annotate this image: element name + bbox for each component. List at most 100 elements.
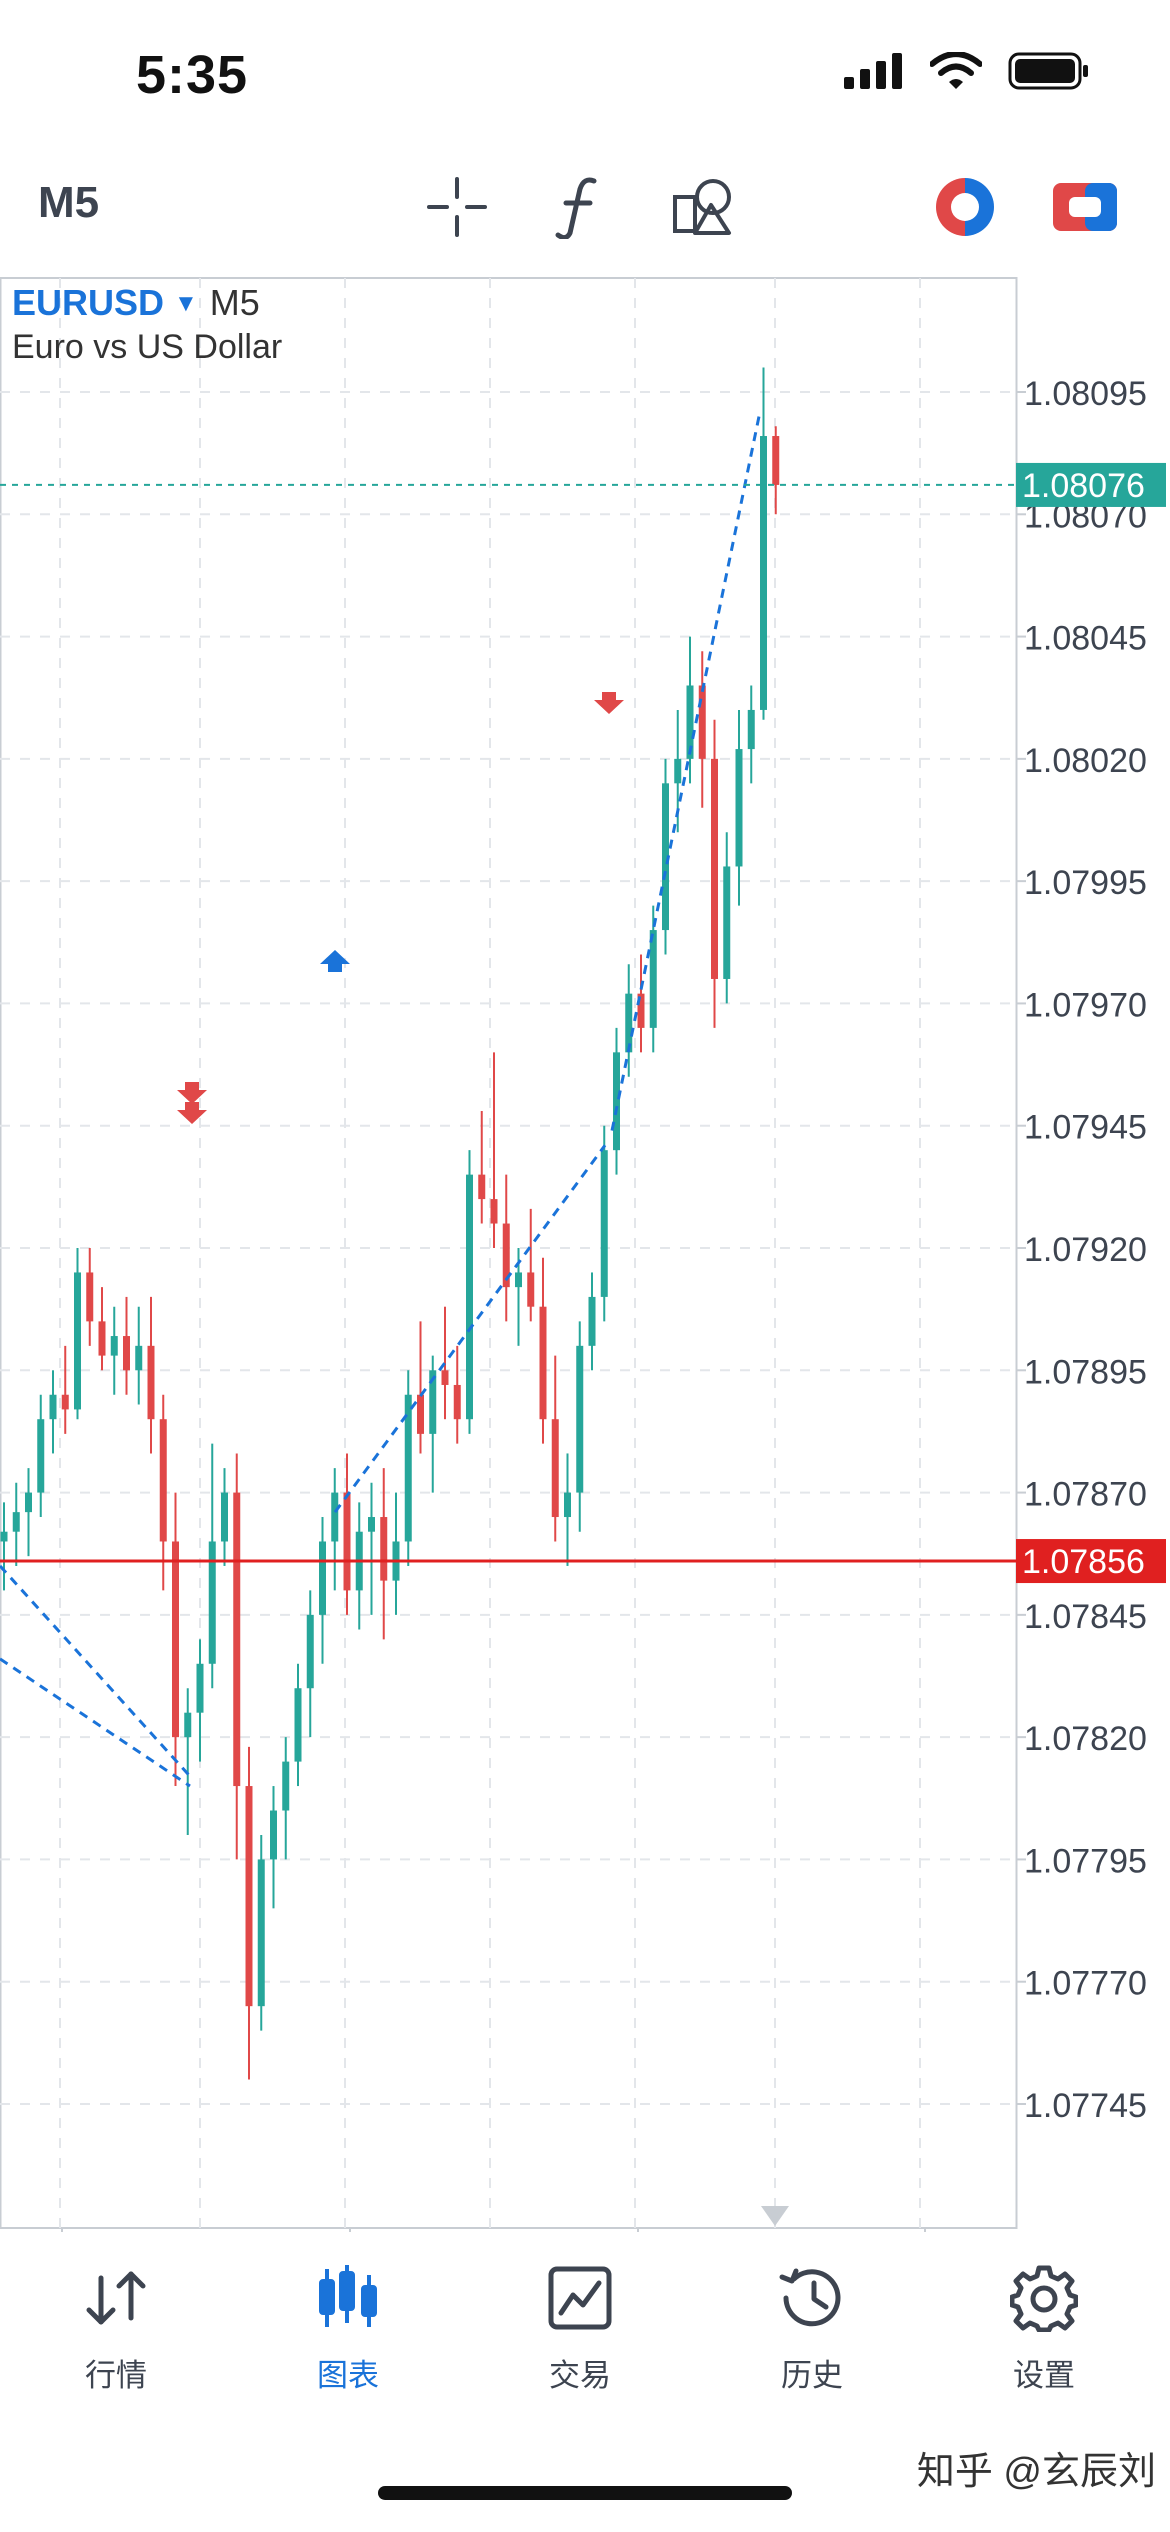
candle-up: [600, 1150, 608, 1297]
price-label: 1.07895: [1024, 1353, 1147, 1391]
tab-quotes-label: 行情: [85, 2358, 147, 2393]
candle-down: [502, 1223, 510, 1288]
level-price-label: 1.07856: [1022, 1543, 1145, 1581]
candle-up: [12, 1512, 20, 1532]
price-label: 1.07745: [1024, 2087, 1147, 2125]
symbol-name[interactable]: EURUSD: [12, 282, 165, 323]
candle-up: [747, 709, 755, 750]
tab-chart[interactable]: 图表: [258, 2258, 438, 2395]
candle-down: [527, 1272, 535, 1307]
candle-up: [282, 1761, 290, 1811]
candle-up: [25, 1492, 32, 1513]
candle-up: [319, 1541, 326, 1615]
candle-up: [662, 783, 669, 931]
price-label: 1.07845: [1024, 1598, 1147, 1636]
candle-down: [233, 1492, 241, 1787]
sell-arrow-icon: [177, 1102, 207, 1124]
objects-icon[interactable]: [670, 172, 740, 242]
price-chart[interactable]: 1.08095 1.08070 1.08045 1.08020 1.07995 1.079…: [0, 234, 1170, 2280]
candle-up: [588, 1296, 596, 1346]
candle-down: [86, 1272, 94, 1322]
candle-down: [123, 1336, 130, 1371]
trade-icon: [490, 2258, 670, 2338]
price-label: 1.07920: [1024, 1231, 1147, 1269]
cellular-signal-icon: [844, 53, 902, 89]
settings-icon: [954, 2258, 1134, 2338]
battery-icon: [1008, 52, 1088, 90]
wifi-icon: [930, 52, 982, 89]
candle-down: [637, 993, 645, 1028]
candle-up: [294, 1688, 302, 1762]
candle-down: [490, 1199, 498, 1224]
price-label: 1.08045: [1024, 620, 1147, 658]
symbol-timeframe: M5: [209, 282, 260, 323]
candle-down: [441, 1370, 449, 1385]
candle-down: [380, 1517, 388, 1581]
tab-chart-label: 图表: [317, 2358, 379, 2393]
candle-up: [110, 1336, 118, 1356]
bid-price-label: 1.08076: [1022, 467, 1145, 505]
candle-up: [515, 1272, 522, 1288]
candle-up: [674, 758, 682, 784]
history-icon: [722, 2258, 902, 2338]
home-indicator: [378, 2486, 792, 2500]
candle-up: [723, 866, 731, 979]
candle-up: [735, 749, 743, 867]
trade-line: [610, 411, 762, 1131]
crosshair-icon[interactable]: [422, 172, 492, 242]
price-label: 1.07995: [1024, 864, 1147, 902]
tab-trade[interactable]: 交易: [490, 2258, 670, 2395]
tab-trade-label: 交易: [549, 2358, 611, 2393]
bid-label-bg: [1016, 462, 1166, 507]
period-marker: [761, 2206, 789, 2226]
tab-history[interactable]: 历史: [722, 2258, 902, 2395]
tab-history-label: 历史: [781, 2358, 843, 2393]
status-time: 5:35: [136, 45, 249, 105]
candle-down: [147, 1345, 155, 1420]
chart-canvas[interactable]: 1.080951.080701.080451.080201.079951.079…: [0, 234, 1170, 2280]
candle-down: [172, 1541, 179, 1738]
level-label-bg: [1016, 1539, 1166, 1584]
candle-down: [343, 1492, 351, 1591]
candle-down: [61, 1394, 69, 1410]
candle-up: [49, 1394, 57, 1420]
trade-line: [0, 1657, 191, 1788]
quotes-icon: [26, 2258, 206, 2338]
candle-up: [613, 1052, 620, 1151]
chart-candles-icon: [258, 2258, 438, 2338]
tab-settings[interactable]: 设置: [954, 2258, 1134, 2395]
price-label: 1.08095: [1024, 375, 1147, 413]
candle-down: [245, 1786, 253, 2007]
candle-up: [368, 1517, 375, 1532]
candle-up: [649, 930, 657, 1028]
timeframe-button[interactable]: M5: [38, 178, 100, 227]
symbol-dropdown-icon[interactable]: ▼: [174, 290, 198, 317]
tab-quotes[interactable]: 行情: [26, 2258, 206, 2395]
sell-arrow-icon: [177, 1082, 207, 1104]
candle-up: [576, 1345, 584, 1493]
candle-down: [159, 1419, 167, 1542]
candle-up: [331, 1492, 339, 1542]
candle-up: [429, 1370, 437, 1434]
price-label: 1.07795: [1024, 1842, 1147, 1880]
candle-down: [478, 1174, 486, 1200]
price-label: 1.08020: [1024, 742, 1147, 780]
candle-up: [135, 1345, 143, 1371]
tab-settings-label: 设置: [1013, 2358, 1075, 2393]
price-label: 1.07870: [1024, 1476, 1147, 1514]
candle-up: [37, 1419, 45, 1493]
price-label: 1.07945: [1024, 1109, 1147, 1147]
indicator-f-icon[interactable]: [545, 172, 615, 242]
trade-toggle-icon[interactable]: [1050, 172, 1120, 242]
candle-down: [772, 436, 780, 485]
price-label: 1.07970: [1024, 986, 1147, 1024]
symbol-description: Euro vs US Dollar: [12, 328, 283, 366]
status-icons: [844, 52, 1090, 90]
symbol-header[interactable]: EURUSD ▼ M5: [12, 282, 260, 324]
candle-up: [257, 1859, 265, 2007]
one-click-trading-icon[interactable]: [930, 172, 1000, 242]
candle-down: [711, 758, 718, 979]
trade-line: [333, 1144, 607, 1514]
price-label: 1.07770: [1024, 1965, 1147, 2003]
buy-arrow-icon: [320, 950, 350, 972]
